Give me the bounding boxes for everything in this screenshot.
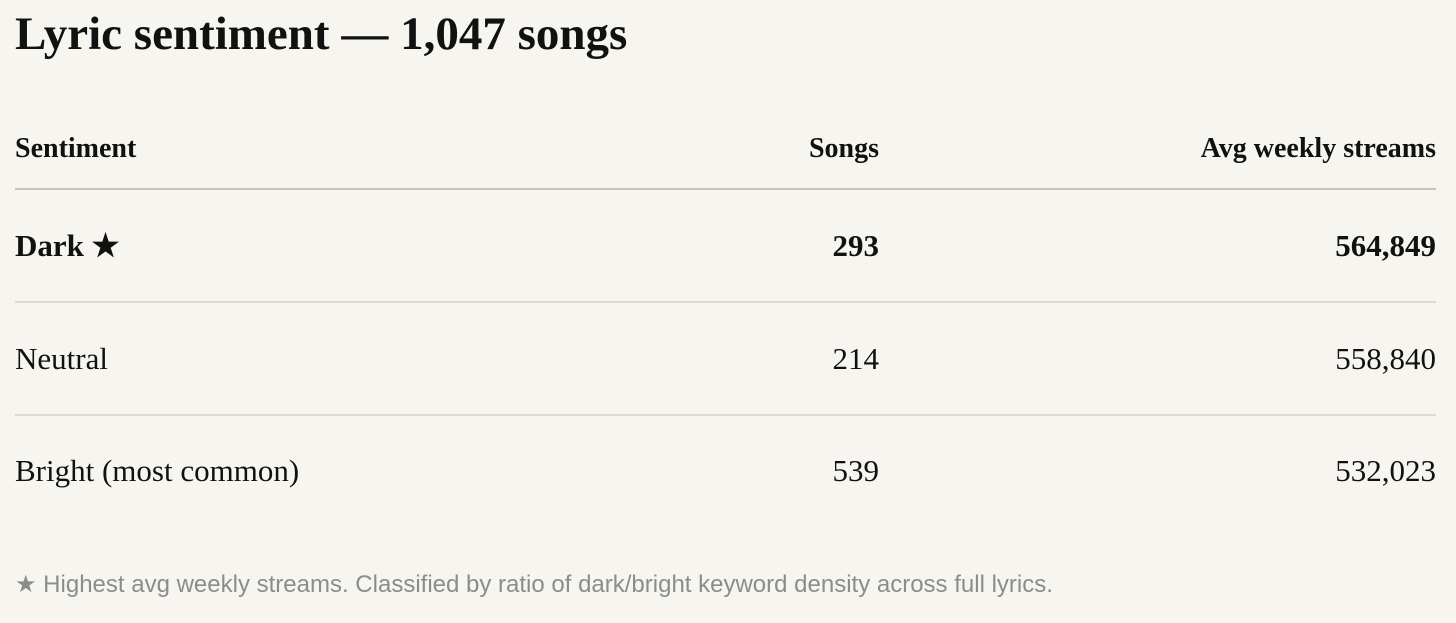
table-row: Neutral 214 558,840 xyxy=(15,303,1436,416)
cell: 293 xyxy=(832,227,880,263)
cell: Dark ★ xyxy=(15,227,120,263)
cell: 564,849 xyxy=(1335,227,1436,263)
header-cell: Avg weekly streams xyxy=(1200,133,1436,164)
table-header: Sentiment Songs Avg weekly streams xyxy=(15,110,1436,190)
cell: Neutral xyxy=(15,340,108,376)
table-row: Bright (most common) 539 532,023 xyxy=(15,415,1436,526)
cell: 532,023 xyxy=(1335,452,1436,488)
header-cell: Sentiment xyxy=(15,133,137,164)
cell: 214 xyxy=(832,340,880,376)
cell: 558,840 xyxy=(1335,340,1436,376)
cell: 539 xyxy=(832,452,880,488)
cell: Bright (most common) xyxy=(15,452,300,488)
table-row: Dark ★ 293 564,849 xyxy=(15,190,1436,303)
footnote: ★ Highest avg weekly streams. Classified… xyxy=(15,571,1053,598)
header-cell: Songs xyxy=(808,133,879,164)
title: Lyric sentiment — 1,047 songs xyxy=(15,8,628,60)
